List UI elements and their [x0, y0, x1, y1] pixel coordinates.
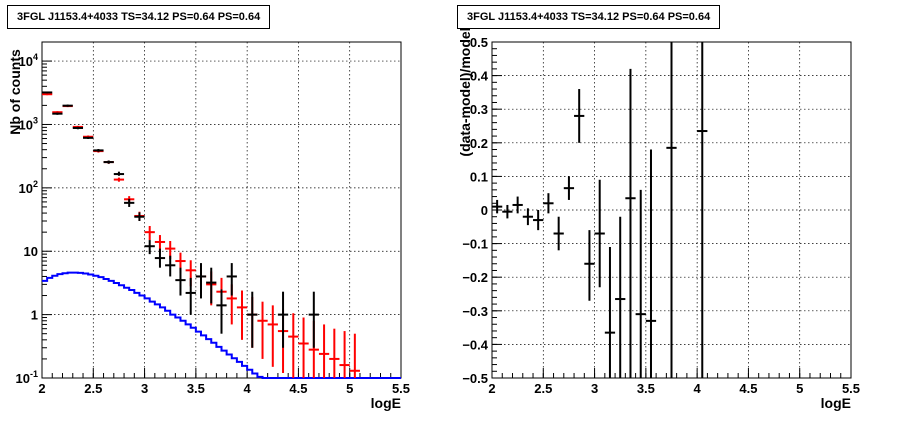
- x-tick-label: 4: [244, 381, 252, 396]
- x-tick-label: 5: [796, 381, 803, 396]
- source-model-histogram: [42, 271, 401, 379]
- x-tick-label: 2: [38, 381, 45, 396]
- x-axis-label: logE: [371, 395, 401, 411]
- y-tick-label: 104: [19, 52, 38, 69]
- right-chart-title: 3FGL J1153.4+4033 TS=34.12 PS=0.64 PS=0.…: [457, 5, 721, 29]
- x-tick-label: 5.5: [842, 381, 860, 396]
- y-tick-label: 1: [31, 308, 38, 323]
- y-tick-label: −0.2: [462, 270, 488, 285]
- x-tick-label: 3.5: [637, 381, 655, 396]
- y-tick-label: 102: [19, 179, 38, 196]
- x-tick-label: 4: [694, 381, 702, 396]
- x-tick-label: 3: [591, 381, 598, 396]
- x-tick-label: 5: [346, 381, 353, 396]
- y-tick-label: 0.3: [470, 102, 488, 117]
- x-tick-label: 3.5: [187, 381, 205, 396]
- y-tick-label: 10: [24, 244, 38, 259]
- y-tick-label: −0.1: [462, 237, 488, 252]
- y-tick-label: 0.4: [470, 69, 489, 84]
- x-tick-label: 3: [141, 381, 148, 396]
- y-tick-label: 103: [19, 115, 38, 132]
- x-tick-label: 5.5: [392, 381, 410, 396]
- y-tick-label: 10-1: [16, 369, 38, 386]
- y-axis-label: Nb of counts: [7, 49, 23, 135]
- left-chart-title: 3FGL J1153.4+4033 TS=34.12 PS=0.64 PS=0.…: [7, 5, 271, 29]
- x-tick-label: 4.5: [739, 381, 757, 396]
- x-tick-label: 2.5: [534, 381, 552, 396]
- x-tick-label: 4.5: [289, 381, 307, 396]
- y-tick-label: 0.5: [470, 35, 488, 50]
- y-axis-label: (data-model)/model: [457, 27, 473, 156]
- y-tick-label: 0.2: [470, 136, 488, 151]
- y-tick-label: 0.1: [470, 169, 488, 184]
- x-axis-label: logE: [821, 395, 851, 411]
- y-tick-label: 0: [481, 203, 488, 218]
- y-tick-label: −0.5: [462, 371, 488, 386]
- y-tick-label: −0.3: [462, 304, 488, 319]
- y-tick-label: −0.4: [462, 337, 488, 352]
- x-tick-label: 2.5: [84, 381, 102, 396]
- x-tick-label: 2: [488, 381, 495, 396]
